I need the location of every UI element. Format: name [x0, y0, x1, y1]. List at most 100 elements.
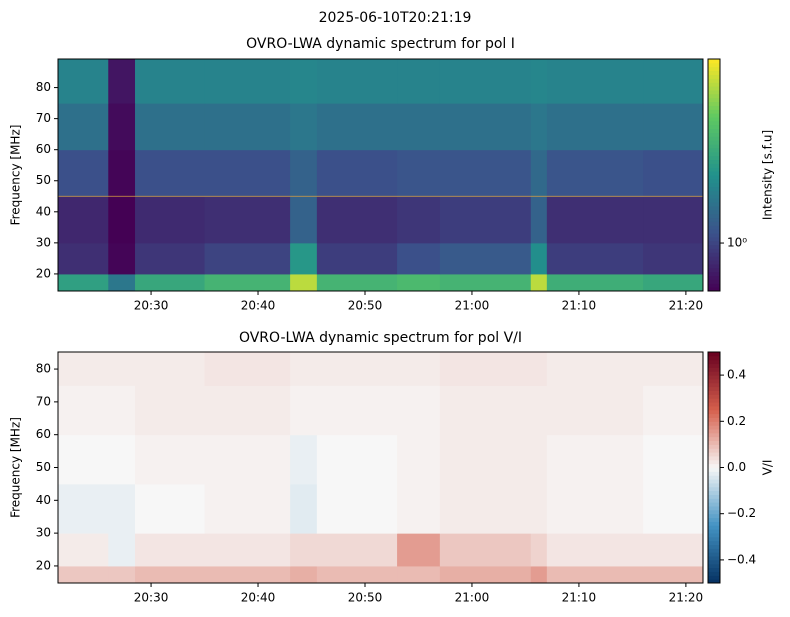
heatmap-cell: [643, 196, 704, 244]
heatmap-cell: [439, 385, 532, 436]
colorbar-label: Intensity [s.f.u]: [761, 130, 775, 220]
colorbar-swatch: [708, 413, 720, 418]
colorbar-swatch: [708, 367, 720, 372]
colorbar-swatch: [708, 136, 720, 141]
colorbar-swatch: [708, 532, 720, 538]
colorbar-swatch: [708, 256, 720, 261]
heatmap-cell: [643, 149, 704, 197]
heatmap-cell: [643, 352, 704, 386]
colorbar-swatch: [708, 178, 720, 184]
colorbar-tick-label: 0.0: [727, 460, 746, 474]
x-tick-label: 21:10: [562, 299, 597, 313]
heatmap-cell: [530, 385, 548, 436]
colorbar-swatch: [708, 421, 720, 426]
y-tick-label: 70: [36, 111, 51, 125]
colorbar-swatch: [708, 209, 720, 215]
heatmap-cell: [290, 565, 318, 584]
heatmap-cell: [290, 434, 318, 485]
colorbar-swatch: [708, 463, 720, 468]
colorbar-swatch: [708, 117, 720, 122]
colorbar-swatch: [708, 225, 720, 230]
colorbar-swatch: [708, 482, 720, 488]
colorbar-swatch: [708, 82, 720, 87]
x-tick-label: 21:00: [455, 591, 490, 605]
heatmap-cell: [204, 273, 291, 292]
x-tick-label: 20:50: [348, 591, 383, 605]
colorbar-swatch: [708, 213, 720, 219]
heatmap-cell: [316, 59, 398, 104]
colorbar-swatch: [708, 93, 720, 99]
heatmap-cell: [135, 434, 206, 485]
y-tick-label: 50: [36, 460, 51, 474]
heatmap-cell: [530, 273, 548, 292]
heatmap-cell: [546, 483, 644, 534]
heatmap-cell: [530, 149, 548, 197]
heatmap-cell: [58, 352, 109, 386]
colorbar-swatch: [708, 359, 720, 365]
colorbar-swatch: [708, 455, 720, 461]
heatmap-cell: [290, 273, 318, 292]
heatmap-cell: [316, 434, 398, 485]
heatmap-cell: [204, 533, 291, 567]
colorbar-swatch: [708, 386, 720, 391]
x-tick-label: 20:30: [134, 591, 169, 605]
heatmap-cell: [546, 273, 644, 292]
colorbar-swatch: [708, 194, 720, 199]
colorbar-swatch: [708, 171, 720, 176]
y-tick-label: 40: [36, 493, 51, 507]
colorbar-swatch: [708, 124, 720, 130]
panel-title: OVRO-LWA dynamic spectrum for pol V/I: [239, 330, 522, 346]
colorbar-swatch: [708, 163, 720, 168]
colorbar-tick-label: −0.4: [727, 552, 756, 566]
heatmap-cell: [643, 59, 704, 104]
heatmap-cell: [439, 196, 532, 244]
colorbar-swatch: [708, 513, 720, 519]
colorbar-swatch: [708, 128, 720, 133]
x-tick-label: 21:20: [669, 299, 704, 313]
colorbar-swatch: [708, 440, 720, 445]
colorbar-swatch: [708, 113, 720, 118]
colorbar-swatch: [708, 89, 720, 95]
colorbar-swatch: [708, 540, 720, 545]
colorbar-swatch: [708, 402, 720, 407]
colorbar-swatch: [708, 236, 720, 242]
colorbar-tick-label: −0.2: [727, 506, 756, 520]
heatmap-cell: [58, 434, 109, 485]
heatmap-cell: [439, 352, 532, 386]
colorbar-swatch: [708, 475, 720, 480]
x-tick-label: 20:50: [348, 299, 383, 313]
heatmap-cell: [58, 103, 109, 151]
heatmap-cell: [643, 242, 704, 275]
heatmap-cell: [530, 434, 548, 485]
colorbar-swatch: [708, 202, 720, 207]
heatmap-cell: [204, 103, 291, 151]
y-tick-label: 30: [36, 235, 51, 249]
y-tick-label: 30: [36, 526, 51, 540]
heatmap-cell: [108, 59, 136, 104]
colorbar-swatch: [708, 101, 720, 106]
colorbar-swatch: [708, 86, 720, 91]
colorbar-swatch: [708, 263, 720, 269]
colorbar-swatch: [708, 155, 720, 161]
heatmap-cell: [397, 434, 441, 485]
heatmap-cell: [546, 352, 644, 386]
colorbar-swatch: [708, 271, 720, 277]
colorbar-swatch: [708, 167, 720, 172]
heatmap-cell: [546, 242, 644, 275]
y-tick-label: 20: [36, 266, 51, 280]
heatmap-cell: [108, 149, 136, 197]
heatmap-cell: [643, 385, 704, 436]
heatmap-cell: [135, 483, 206, 534]
colorbar-swatch: [708, 70, 720, 75]
colorbar-tick-label: 0.2: [727, 414, 746, 428]
heatmap-cell: [397, 273, 441, 292]
heatmap-cell: [108, 352, 136, 386]
colorbar-swatch: [708, 198, 720, 203]
y-tick-label: 50: [36, 173, 51, 187]
colorbar-swatch: [708, 425, 720, 430]
heatmap-cell: [439, 483, 532, 534]
colorbar-swatch: [708, 405, 720, 411]
colorbar-swatch: [708, 252, 720, 257]
heatmap-cell: [135, 103, 206, 151]
colorbar-swatch: [708, 517, 720, 522]
